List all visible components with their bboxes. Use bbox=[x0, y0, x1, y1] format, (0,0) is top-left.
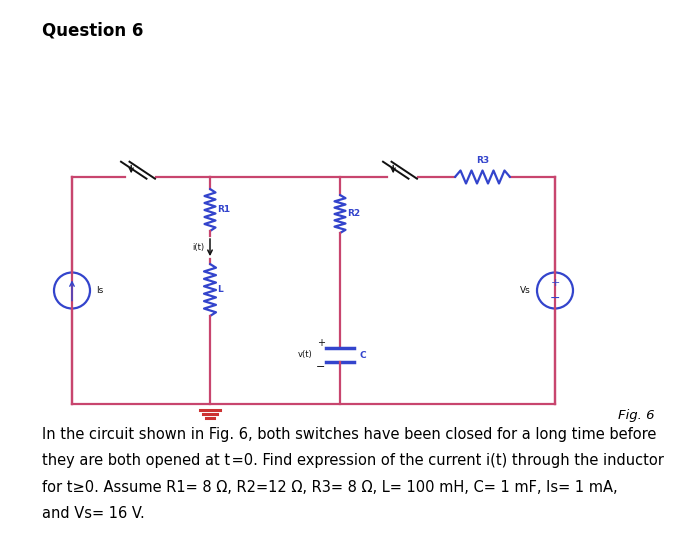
Text: for t≥0. Assume R1= 8 Ω, R2=12 Ω, R3= 8 Ω, L= 100 mH, C= 1 mF, Is= 1 mA,: for t≥0. Assume R1= 8 Ω, R2=12 Ω, R3= 8 … bbox=[42, 480, 617, 495]
Text: i(t): i(t) bbox=[192, 243, 204, 252]
Text: v(t): v(t) bbox=[298, 350, 312, 359]
Text: R1: R1 bbox=[217, 206, 230, 215]
Text: In the circuit shown in Fig. 6, both switches have been closed for a long time b: In the circuit shown in Fig. 6, both swi… bbox=[42, 427, 657, 442]
Text: −: − bbox=[316, 362, 326, 372]
Text: C: C bbox=[360, 350, 367, 359]
Text: Question 6: Question 6 bbox=[42, 21, 144, 39]
Text: R3: R3 bbox=[476, 156, 489, 165]
Text: −: − bbox=[550, 292, 560, 305]
Text: L: L bbox=[217, 286, 223, 295]
Text: they are both opened at t =0. Find expression of the current i(t) through the in: they are both opened at t =0. Find expre… bbox=[42, 453, 664, 468]
Text: Fig. 6: Fig. 6 bbox=[619, 409, 655, 422]
Text: Is: Is bbox=[96, 286, 104, 295]
Text: and Vs= 16 V.: and Vs= 16 V. bbox=[42, 506, 145, 522]
Text: +: + bbox=[317, 338, 325, 348]
Text: +: + bbox=[550, 278, 560, 288]
Text: Vs: Vs bbox=[520, 286, 531, 295]
Text: R2: R2 bbox=[347, 210, 360, 219]
